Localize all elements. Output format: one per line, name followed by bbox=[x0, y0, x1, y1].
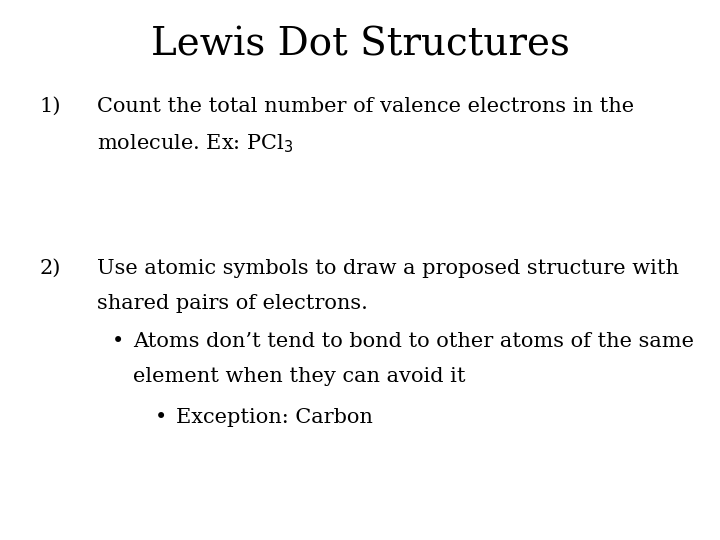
Text: element when they can avoid it: element when they can avoid it bbox=[133, 367, 466, 386]
Text: Atoms don’t tend to bond to other atoms of the same: Atoms don’t tend to bond to other atoms … bbox=[133, 332, 694, 351]
Text: 1): 1) bbox=[40, 97, 61, 116]
Text: Exception: Carbon: Exception: Carbon bbox=[176, 408, 373, 427]
Text: 2): 2) bbox=[40, 259, 61, 278]
Text: •: • bbox=[112, 332, 124, 351]
Text: Count the total number of valence electrons in the: Count the total number of valence electr… bbox=[97, 97, 634, 116]
Text: •: • bbox=[155, 408, 167, 427]
Text: Lewis Dot Structures: Lewis Dot Structures bbox=[150, 27, 570, 64]
Text: shared pairs of electrons.: shared pairs of electrons. bbox=[97, 294, 368, 313]
Text: molecule. Ex: PCl$_3$: molecule. Ex: PCl$_3$ bbox=[97, 132, 294, 155]
Text: Use atomic symbols to draw a proposed structure with: Use atomic symbols to draw a proposed st… bbox=[97, 259, 679, 278]
